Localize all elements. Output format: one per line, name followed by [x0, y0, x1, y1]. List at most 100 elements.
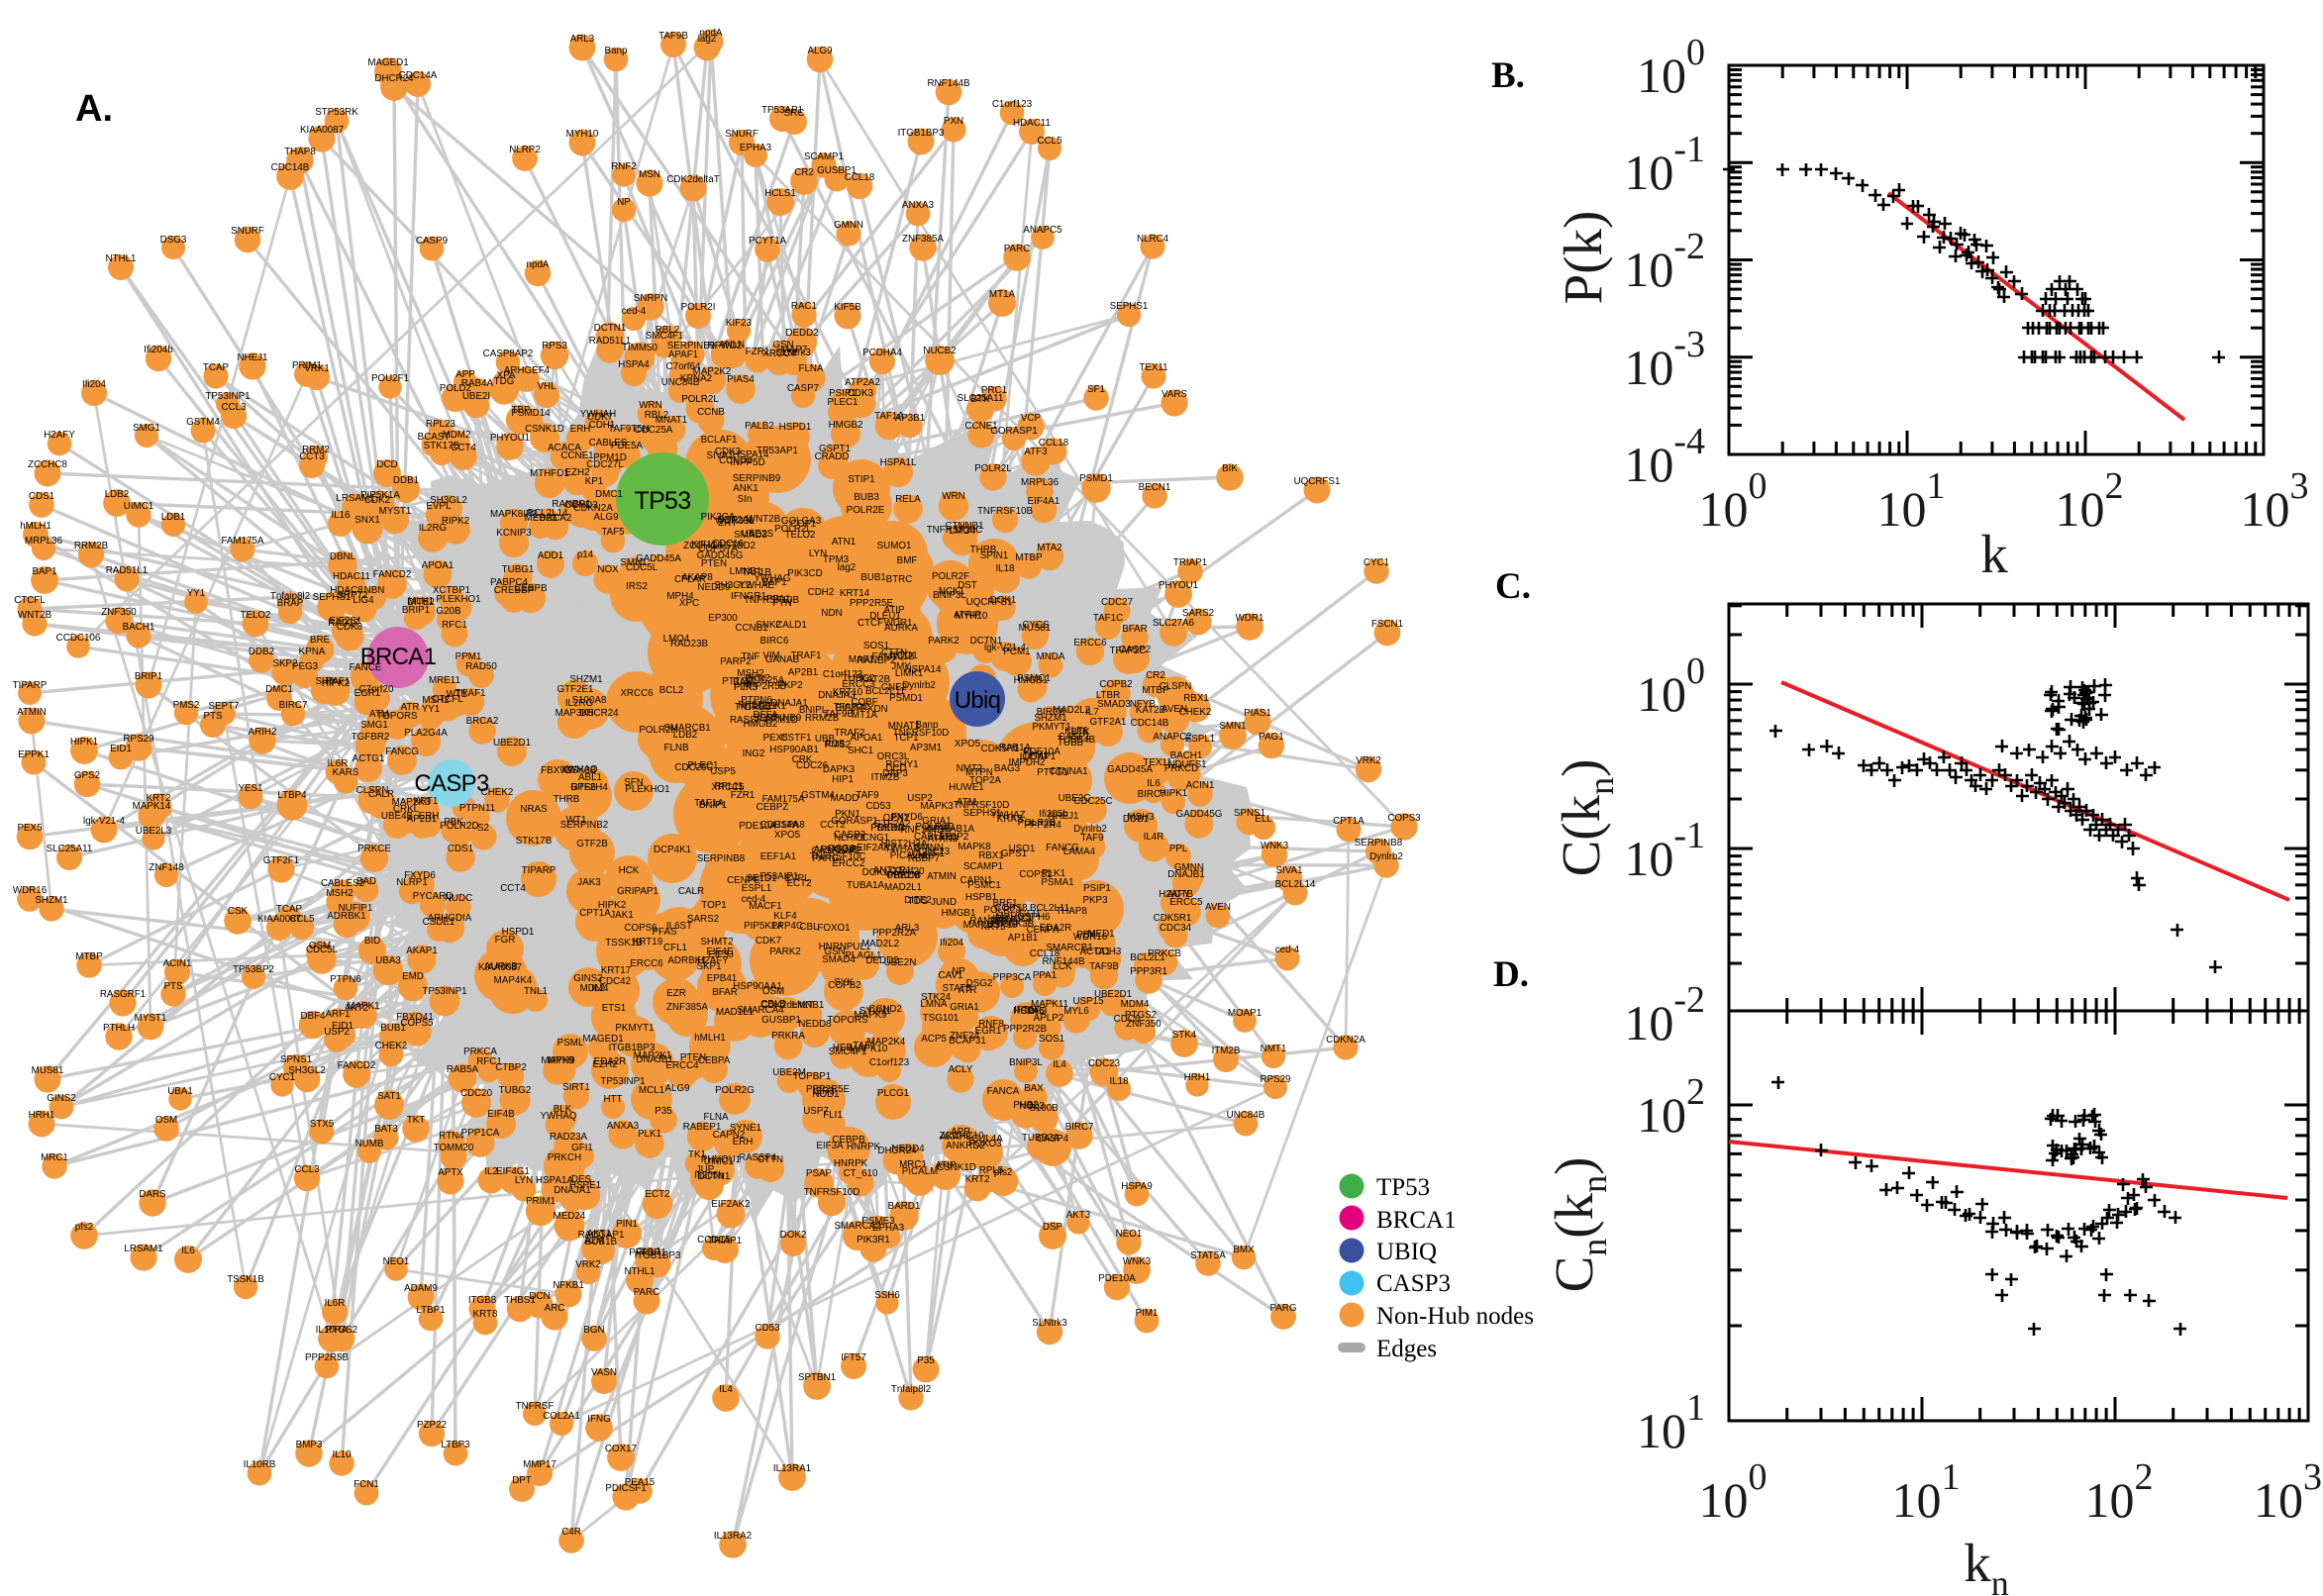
svg-text:SLC25A11: SLC25A11	[47, 844, 93, 854]
svg-text:VCP: VCP	[1021, 413, 1042, 424]
svg-text:CFLAR: CFLAR	[674, 574, 706, 585]
svg-text:HSPD1: HSPD1	[502, 927, 535, 938]
svg-text:RTN4: RTN4	[439, 1131, 464, 1142]
svg-text:HSPA9: HSPA9	[1121, 1181, 1152, 1192]
svg-text:FLNB: FLNB	[663, 743, 689, 753]
svg-text:MMP17: MMP17	[523, 1459, 556, 1470]
svg-text:ERCC6: ERCC6	[1073, 638, 1107, 648]
svg-text:HNRPK: HNRPK	[847, 1142, 881, 1152]
svg-text:PSAP: PSAP	[806, 1168, 833, 1179]
svg-text:IL13RA1: IL13RA1	[773, 1463, 811, 1474]
svg-text:hMLH1: hMLH1	[20, 521, 51, 532]
svg-text:EPHA3: EPHA3	[740, 143, 772, 153]
svg-text:PKP3: PKP3	[1082, 895, 1108, 906]
svg-text:PPP3R1: PPP3R1	[1130, 966, 1167, 977]
svg-text:PCM1: PCM1	[1003, 647, 1030, 657]
svg-text:PTPN11: PTPN11	[459, 803, 495, 814]
svg-text:STP53RK: STP53RK	[315, 107, 358, 118]
svg-text:Non-Hub nodes: Non-Hub nodes	[1376, 1303, 1534, 1330]
svg-text:CTCF: CTCF	[858, 618, 883, 629]
svg-text:FXYD6: FXYD6	[891, 812, 923, 823]
svg-text:ITGB1BP3: ITGB1BP3	[609, 1043, 656, 1053]
svg-text:DDB2: DDB2	[249, 647, 274, 657]
svg-text:P(k): P(k)	[1553, 211, 1613, 305]
svg-text:SIRT1: SIRT1	[562, 1082, 590, 1093]
svg-text:ced-4: ced-4	[1275, 945, 1300, 955]
svg-text:PSML: PSML	[557, 1038, 584, 1048]
svg-text:BIK: BIK	[1222, 463, 1238, 474]
svg-text:Ubiq: Ubiq	[955, 687, 1001, 714]
svg-text:WT1: WT1	[566, 815, 587, 826]
svg-text:CDS1: CDS1	[448, 844, 473, 854]
svg-text:POU2F1: POU2F1	[371, 373, 409, 384]
svg-text:IL16: IL16	[331, 510, 351, 521]
svg-text:LMNB1: LMNB1	[730, 566, 762, 577]
svg-text:SPTBN1: SPTBN1	[798, 1372, 836, 1383]
svg-text:BAP1: BAP1	[761, 577, 786, 588]
svg-text:COPS3: COPS3	[1387, 813, 1421, 824]
svg-text:TDG: TDG	[908, 896, 929, 907]
svg-text:PSMC1: PSMC1	[1017, 673, 1051, 684]
svg-text:XPC: XPC	[679, 598, 699, 609]
svg-text:GMNN: GMNN	[1174, 862, 1204, 873]
svg-text:CCT4: CCT4	[500, 883, 526, 894]
svg-text:CSDE1: CSDE1	[423, 917, 455, 928]
svg-text:CDC20: CDC20	[460, 1088, 493, 1099]
svg-text:SPIN1: SPIN1	[980, 550, 1008, 561]
svg-text:TFAP2C: TFAP2C	[833, 702, 869, 713]
svg-text:k: k	[1980, 524, 2008, 584]
svg-text:FSCN1: FSCN1	[1371, 619, 1403, 630]
svg-text:LRSAM1: LRSAM1	[124, 1244, 162, 1254]
svg-text:BACH1: BACH1	[123, 622, 155, 633]
svg-text:SOS1: SOS1	[1039, 1034, 1064, 1045]
svg-text:TNFRSF10D: TNFRSF10D	[954, 800, 1010, 811]
svg-text:LYN: LYN	[809, 549, 827, 559]
svg-text:HCK: HCK	[619, 865, 640, 876]
svg-text:PRKCE: PRKCE	[357, 844, 391, 854]
svg-text:IL10: IL10	[332, 1449, 352, 1460]
svg-text:B.: B.	[1491, 55, 1525, 96]
svg-text:CDC14B: CDC14B	[271, 162, 310, 173]
svg-text:A.: A.	[75, 88, 113, 130]
svg-text:MAPK1: MAPK1	[347, 1001, 379, 1012]
svg-text:PAG1: PAG1	[1259, 732, 1283, 743]
svg-text:UBA1: UBA1	[167, 1086, 193, 1097]
svg-text:BAP1: BAP1	[32, 566, 56, 577]
svg-text:TAF5: TAF5	[601, 527, 625, 538]
svg-text:BNIP3L: BNIP3L	[933, 590, 966, 601]
svg-text:AP1B1: AP1B1	[1008, 933, 1039, 944]
svg-text:PCDHA4: PCDHA4	[862, 348, 902, 358]
svg-text:MTA2: MTA2	[1037, 543, 1061, 553]
svg-text:FLNA: FLNA	[703, 1112, 729, 1123]
svg-text:CASP7: CASP7	[787, 383, 819, 394]
svg-text:PLCG1: PLCG1	[877, 1088, 909, 1099]
svg-text:GFI1: GFI1	[1019, 909, 1041, 920]
svg-text:ACIN1: ACIN1	[163, 958, 192, 969]
svg-text:MUS81: MUS81	[1019, 623, 1052, 634]
svg-text:DEDD2: DEDD2	[785, 328, 818, 339]
svg-text:DSG2: DSG2	[966, 978, 993, 989]
svg-text:MYST1: MYST1	[379, 506, 412, 517]
svg-text:POLD2: POLD2	[440, 383, 471, 394]
svg-text:FANCG: FANCG	[385, 747, 419, 757]
svg-text:WDR1: WDR1	[884, 618, 913, 629]
svg-text:RRM2B: RRM2B	[74, 541, 109, 551]
svg-text:CTTN: CTTN	[881, 648, 907, 658]
svg-text:ERCC6: ERCC6	[630, 958, 663, 969]
svg-text:SH3GL2: SH3GL2	[714, 580, 752, 591]
svg-text:CHEK2: CHEK2	[1179, 707, 1212, 718]
svg-text:VASN: VASN	[591, 1367, 617, 1378]
svg-text:GTF2A1: GTF2A1	[717, 515, 754, 526]
svg-text:PPP2R5B: PPP2R5B	[305, 1352, 350, 1363]
svg-text:UIMC1: UIMC1	[124, 501, 153, 512]
svg-text:CASP3: CASP3	[414, 770, 489, 797]
svg-text:DCP4K1: DCP4K1	[654, 845, 691, 855]
svg-text:PRKCH: PRKCH	[548, 1152, 581, 1163]
svg-text:MDM4: MDM4	[1121, 999, 1150, 1010]
svg-text:CDC27: CDC27	[1101, 597, 1133, 608]
svg-text:ZCCHC8: ZCCHC8	[28, 459, 67, 470]
svg-text:DDB1: DDB1	[1123, 814, 1149, 825]
svg-text:PIAS1: PIAS1	[1244, 708, 1271, 719]
svg-text:COL2A1: COL2A1	[543, 1411, 580, 1422]
svg-text:C1orf123: C1orf123	[869, 1057, 910, 1068]
